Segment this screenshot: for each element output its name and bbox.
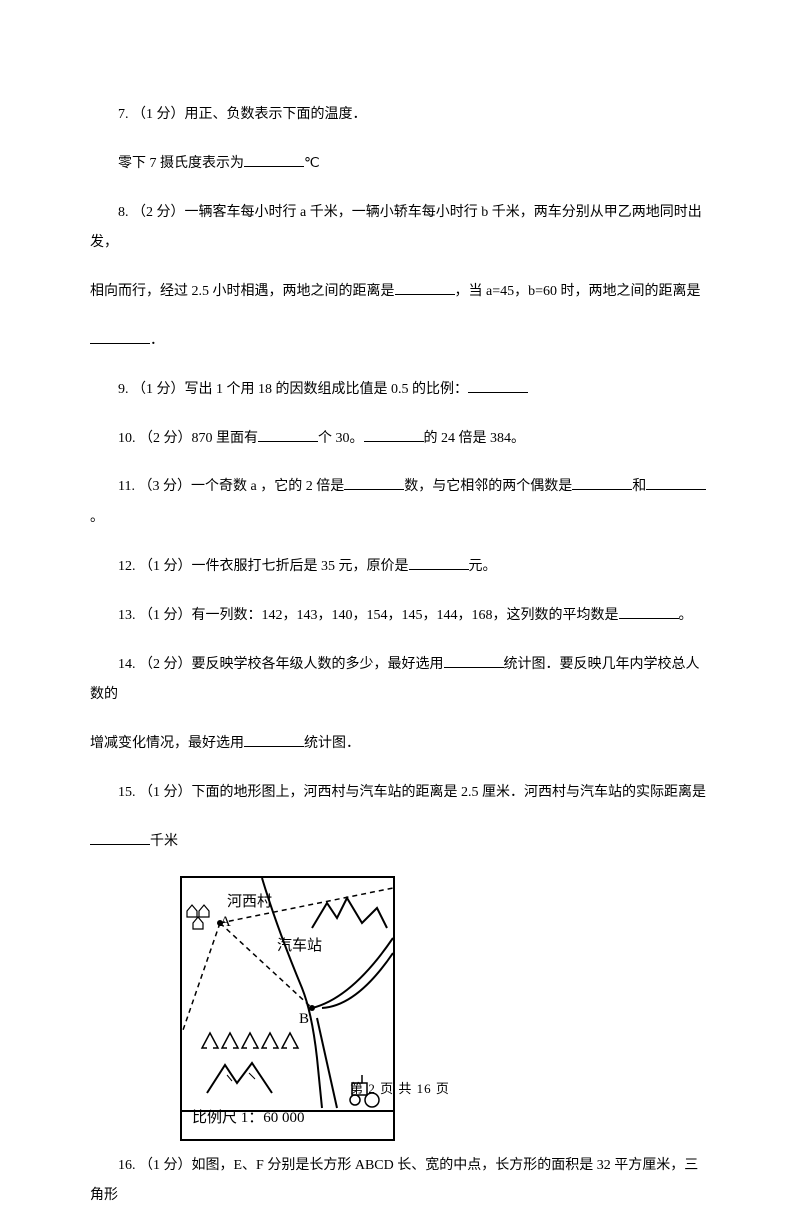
q10-text-c: 的 24 倍是 384。 bbox=[424, 431, 526, 446]
question-14: 14. （2 分）要反映学校各年级人数的多少，最好选用统计图．要反映几年内学校总… bbox=[90, 650, 710, 712]
question-11: 11. （3 分）一个奇数 a ，它的 2 倍是 数，与它相邻的两个偶数是 和。 bbox=[90, 472, 710, 534]
question-7-sub: 零下 7 摄氏度表示为 ℃ bbox=[90, 149, 710, 180]
footer-total: 16 bbox=[417, 1081, 432, 1096]
blank bbox=[344, 476, 404, 490]
blank bbox=[409, 556, 469, 570]
question-8-line2: 相向而行，经过 2.5 小时相遇，两地之间的距离是 ，当 a=45，b=60 时，… bbox=[90, 277, 710, 308]
q13-points: （1 分） bbox=[139, 608, 192, 623]
blank bbox=[395, 281, 455, 295]
blank bbox=[364, 428, 424, 442]
blank bbox=[646, 476, 706, 490]
map-point-b: B bbox=[299, 1003, 309, 1036]
q15-points: （1 分） bbox=[139, 785, 192, 800]
question-8: 8. （2 分）一辆客车每小时行 a 千米，一辆小轿车每小时行 b 千米，两车分… bbox=[90, 198, 710, 260]
blank bbox=[619, 605, 679, 619]
question-7: 7. （1 分）用正、负数表示下面的温度． bbox=[90, 100, 710, 131]
q14-text-a: 要反映学校各年级人数的多少，最好选用 bbox=[192, 657, 444, 672]
footer-prefix: 第 bbox=[350, 1081, 368, 1096]
map-station-label: 汽车站 bbox=[277, 930, 322, 963]
q9-num: 9. bbox=[118, 382, 132, 397]
question-14-line2: 增减变化情况，最好选用 统计图． bbox=[90, 729, 710, 760]
q11-points: （3 分） bbox=[138, 479, 191, 494]
q13-num: 13. bbox=[118, 608, 139, 623]
q8-text-b: 相向而行，经过 2.5 小时相遇，两地之间的距离是 bbox=[90, 284, 395, 299]
q10-text-a: 870 里面有 bbox=[192, 431, 259, 446]
q7-num: 7. bbox=[118, 107, 132, 122]
question-12: 12. （1 分）一件衣服打七折后是 35 元，原价是 元。 bbox=[90, 552, 710, 583]
blank bbox=[468, 379, 528, 393]
blank bbox=[90, 831, 150, 845]
blank bbox=[258, 428, 318, 442]
footer-suffix: 页 bbox=[432, 1081, 450, 1096]
blank bbox=[444, 654, 504, 668]
q10-text-b: 个 30。 bbox=[318, 431, 364, 446]
q8-num: 8. bbox=[118, 205, 132, 220]
q7-sub: 零下 7 摄氏度表示为 bbox=[118, 156, 244, 171]
q10-points: （2 分） bbox=[139, 431, 192, 446]
q7-unit: ℃ bbox=[304, 156, 320, 171]
q13-text-a: 有一列数：142，143，140，154，145，144，168，这列数的平均数… bbox=[192, 608, 619, 623]
q11-text-d: 。 bbox=[90, 510, 104, 525]
map-scale: 比例尺 1：60 000 bbox=[192, 1102, 305, 1135]
q7-points: （1 分） bbox=[132, 107, 185, 122]
footer-page: 2 bbox=[368, 1081, 376, 1096]
q16-num: 16. bbox=[118, 1158, 139, 1173]
q12-text-a: 一件衣服打七折后是 35 元，原价是 bbox=[192, 559, 409, 574]
question-13: 13. （1 分）有一列数：142，143，140，154，145，144，16… bbox=[90, 601, 710, 632]
q15-text-b: 千米 bbox=[150, 834, 178, 849]
blank bbox=[244, 153, 304, 167]
q14-num: 14. bbox=[118, 657, 139, 672]
blank bbox=[244, 733, 304, 747]
question-15: 15. （1 分）下面的地形图上，河西村与汽车站的距离是 2.5 厘米．河西村与… bbox=[90, 778, 710, 809]
map-village-label: 河西村 bbox=[227, 886, 272, 919]
question-15-line2: 千米 bbox=[90, 827, 710, 858]
question-8-line3: ． bbox=[90, 326, 710, 357]
question-16: 16. （1 分）如图，E、F 分别是长方形 ABCD 长、宽的中点，长方形的面… bbox=[90, 1151, 710, 1212]
q11-num: 11. bbox=[118, 479, 138, 494]
q9-text: 写出 1 个用 18 的因数组成比值是 0.5 的比例： bbox=[185, 382, 469, 397]
question-10: 10. （2 分）870 里面有 个 30。 的 24 倍是 384。 bbox=[90, 424, 710, 455]
q8-points: （2 分） bbox=[132, 205, 185, 220]
q14-text-d: 统计图． bbox=[304, 736, 360, 751]
q10-num: 10. bbox=[118, 431, 139, 446]
q12-text-b: 元。 bbox=[469, 559, 497, 574]
blank bbox=[572, 476, 632, 490]
q14-text-c: 增减变化情况，最好选用 bbox=[90, 736, 244, 751]
q8-text-d: ． bbox=[150, 333, 164, 348]
q9-points: （1 分） bbox=[132, 382, 185, 397]
q11-text-c: 和 bbox=[632, 479, 646, 494]
question-9: 9. （1 分）写出 1 个用 18 的因数组成比值是 0.5 的比例： bbox=[90, 375, 710, 406]
q15-text-a: 下面的地形图上，河西村与汽车站的距离是 2.5 厘米．河西村与汽车站的实际距离是 bbox=[192, 785, 707, 800]
q11-text-a: 一个奇数 a ，它的 2 倍是 bbox=[191, 479, 344, 494]
footer-mid: 页 共 bbox=[376, 1081, 417, 1096]
q16-points: （1 分） bbox=[139, 1158, 192, 1173]
q11-text-b: 数，与它相邻的两个偶数是 bbox=[404, 479, 572, 494]
q14-points: （2 分） bbox=[139, 657, 192, 672]
map-point-a: A bbox=[220, 906, 231, 939]
q12-points: （1 分） bbox=[139, 559, 192, 574]
blank bbox=[90, 330, 150, 344]
q12-num: 12. bbox=[118, 559, 139, 574]
q8-text-c: ，当 a=45，b=60 时，两地之间的距离是 bbox=[455, 284, 701, 299]
q13-text-b: 。 bbox=[679, 608, 693, 623]
q15-num: 15. bbox=[118, 785, 139, 800]
page-footer: 第 2 页 共 16 页 bbox=[0, 1075, 800, 1104]
q7-text: 用正、负数表示下面的温度． bbox=[185, 107, 367, 122]
